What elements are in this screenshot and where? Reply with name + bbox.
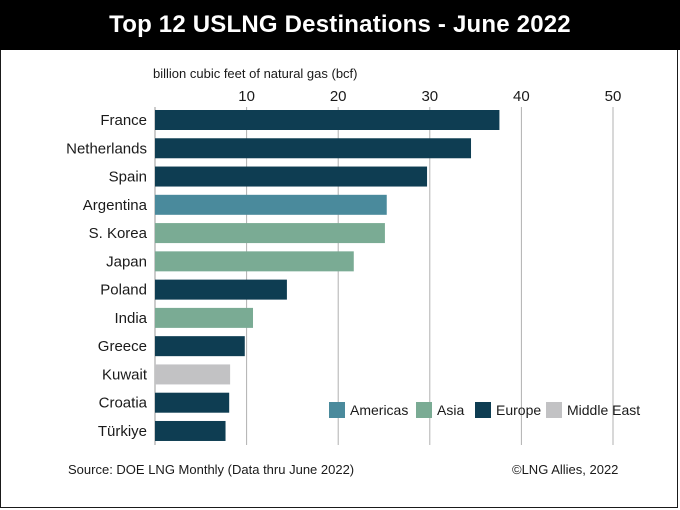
legend-swatch-asia [416, 402, 432, 418]
bars [155, 110, 500, 441]
tick-label-50: 50 [605, 88, 622, 105]
bar-greece [155, 336, 245, 357]
category-label: Argentina [83, 197, 148, 214]
legend-label-europe: Europe [496, 402, 541, 418]
bar-argentina [155, 194, 387, 215]
bar-s-korea [155, 223, 385, 244]
bar-france [155, 110, 500, 130]
category-label: S. Korea [89, 225, 148, 242]
legend-label-asia: Asia [437, 402, 464, 418]
category-label: Netherlands [66, 140, 147, 157]
legend-swatch-americas [329, 402, 345, 418]
chart-title: Top 12 USLNG Destinations - June 2022 [0, 0, 680, 50]
category-label: Croatia [99, 395, 148, 412]
bar-croatia [155, 392, 230, 413]
category-label: Kuwait [102, 366, 148, 383]
bar-japan [155, 251, 354, 272]
legend-swatch-europe [475, 402, 491, 418]
tick-labels: 10 20 30 40 50 [238, 88, 621, 105]
legend-label-middle-east: Middle East [567, 402, 640, 418]
bar-t-rkiye [155, 420, 226, 441]
bar-netherlands [155, 138, 472, 159]
legend-label-americas: Americas [350, 402, 408, 418]
credit-note: ©LNG Allies, 2022 [512, 462, 619, 477]
category-label: Spain [109, 169, 147, 186]
category-label: Poland [100, 282, 147, 299]
tick-label-30: 30 [421, 88, 438, 105]
category-label: France [100, 112, 147, 129]
axis-label: billion cubic feet of natural gas (bcf) [153, 66, 358, 81]
legend-swatch-middle-east [546, 402, 562, 418]
bar-kuwait [155, 364, 231, 385]
category-label: India [114, 310, 147, 327]
bar-india [155, 307, 254, 328]
category-label: Japan [106, 253, 147, 270]
tick-label-40: 40 [513, 88, 530, 105]
source-note: Source: DOE LNG Monthly (Data thru June … [68, 462, 355, 477]
category-label: Greece [98, 338, 147, 355]
bar-spain [155, 166, 428, 187]
bar-poland [155, 279, 287, 300]
category-labels: France Netherlands Spain Argentina S. Korea J… [66, 112, 148, 440]
tick-label-10: 10 [238, 88, 255, 105]
category-label: Türkiye [98, 423, 147, 440]
legend: Americas Asia Europe Middle East [329, 402, 640, 418]
gridlines [154, 107, 614, 445]
tick-label-20: 20 [330, 88, 347, 105]
